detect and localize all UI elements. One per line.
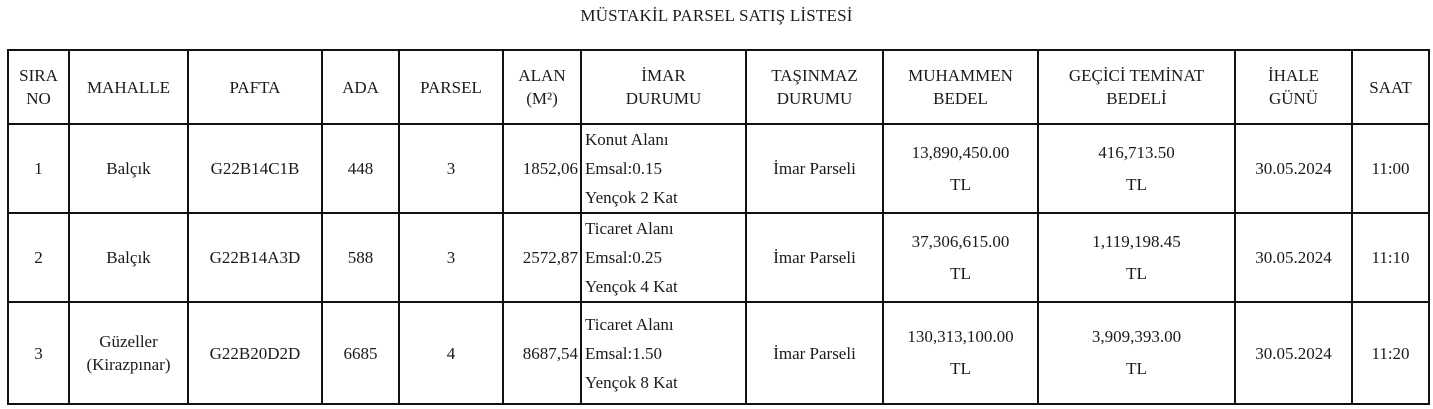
column-header-parsel: PARSEL (398, 49, 504, 125)
muhammen-line: TL (950, 263, 971, 283)
muhammen-line: TL (950, 174, 971, 194)
column-header-text: MAHALLE (86, 77, 171, 97)
column-header-text: ADA (342, 77, 379, 97)
imar-line: Emsal:1.50 (585, 343, 662, 363)
column-header-text: DURUMU (625, 89, 702, 108)
mahalle-line: (Kirazpınar) (86, 355, 171, 374)
table-row: 2 Balçık G22B14A3D 588 3 2572,87 Ticaret Alanı… (7, 212, 1430, 303)
imar-line: Yençok 2 Kat (585, 188, 678, 207)
cell-imar: Ticaret Alanı Emsal:1.50 Yençok 8 Kat (580, 301, 747, 405)
teminat-line: 1,119,198.45 (1092, 231, 1181, 251)
muhammen-line: 37,306,615.00 (911, 231, 1010, 251)
cell-muhammen: 13,890,450.00 TL (882, 123, 1039, 214)
column-header-text: TAŞINMAZ (771, 66, 858, 85)
column-header-saat: SAAT (1351, 49, 1430, 125)
column-header-text: GEÇİCİ TEMİNAT (1068, 66, 1205, 85)
imar-line: Konut Alanı (585, 130, 669, 149)
cell-saat: 11:10 (1351, 212, 1430, 303)
cell-muhammen: 37,306,615.00 TL (882, 212, 1039, 303)
cell-alan: 8687,54 (502, 301, 582, 405)
parcel-sale-table: SIRA NO MAHALLE PAFTA ADA PARSEL ALAN (M²) İMAR D… (7, 49, 1430, 405)
column-header-text: BEDEL (933, 89, 988, 108)
column-header-text: MUHAMMEN (908, 66, 1013, 85)
muhammen-line: 130,313,100.00 (907, 327, 1014, 346)
column-header-text: DURUMU (776, 89, 853, 108)
imar-line: Ticaret Alanı (585, 314, 674, 334)
table-row: 1 Balçık G22B14C1B 448 3 1852,06 Konut Alanı Em… (7, 123, 1430, 214)
teminat-line: 416,713.50 (1098, 142, 1175, 162)
column-header-alan: ALAN (M²) (502, 49, 582, 125)
cell-tasinmaz: İmar Parseli (745, 301, 884, 405)
imar-line: Emsal:0.15 (585, 159, 662, 178)
cell-sira: 2 (7, 212, 70, 303)
cell-imar: Ticaret Alanı Emsal:0.25 Yençok 4 Kat (580, 212, 747, 303)
column-header-text: PARSEL (420, 77, 482, 97)
cell-mahalle: Balçık (68, 212, 189, 303)
imar-line: Yençok 8 Kat (585, 372, 678, 392)
cell-saat: 11:20 (1351, 301, 1430, 405)
cell-ada: 588 (321, 212, 400, 303)
cell-ada: 6685 (321, 301, 400, 405)
column-header-text: İMAR (641, 66, 686, 85)
cell-teminat: 1,119,198.45 TL (1037, 212, 1236, 303)
column-header-muhammen-bedel: MUHAMMEN BEDEL (882, 49, 1039, 125)
column-header-text: SIRA (19, 66, 58, 85)
column-header-text: (M²) (526, 89, 558, 108)
teminat-line: TL (1126, 263, 1147, 283)
cell-sira: 1 (7, 123, 70, 214)
cell-alan: 2572,87 (502, 212, 582, 303)
table-row: 3 Güzeller (Kirazpınar) G22B20D2D 6685 4 8687,… (7, 301, 1430, 405)
cell-pafta: G22B14C1B (187, 123, 323, 214)
column-header-tasinmaz-durumu: TAŞINMAZ DURUMU (745, 49, 884, 125)
column-header-text: PAFTA (229, 77, 281, 97)
imar-line: Emsal:0.25 (585, 248, 662, 267)
column-header-text: BEDELİ (1106, 89, 1167, 108)
column-header-text: İHALE (1268, 66, 1319, 85)
cell-ada: 448 (321, 123, 400, 214)
mahalle-line: Balçık (106, 159, 151, 178)
column-header-text: GÜNÜ (1268, 89, 1319, 108)
mahalle-line: Güzeller (99, 332, 158, 351)
cell-teminat: 416,713.50 TL (1037, 123, 1236, 214)
imar-line: Ticaret Alanı (585, 219, 674, 238)
cell-teminat: 3,909,393.00 TL (1037, 301, 1236, 405)
cell-tasinmaz: İmar Parseli (745, 123, 884, 214)
cell-parsel: 4 (398, 301, 504, 405)
teminat-line: TL (1126, 174, 1147, 194)
cell-mahalle: Balçık (68, 123, 189, 214)
column-header-text: NO (26, 89, 51, 108)
mahalle-line: Balçık (106, 248, 151, 267)
column-header-text: SAAT (1369, 77, 1412, 97)
column-header-imar-durumu: İMAR DURUMU (580, 49, 747, 125)
cell-gun: 30.05.2024 (1234, 301, 1353, 405)
column-header-ada: ADA (321, 49, 400, 125)
column-header-ihale-gunu: İHALE GÜNÜ (1234, 49, 1353, 125)
cell-imar: Konut Alanı Emsal:0.15 Yençok 2 Kat (580, 123, 747, 214)
column-header-pafta: PAFTA (187, 49, 323, 125)
column-header-gecici-teminat-bedeli: GEÇİCİ TEMİNAT BEDELİ (1037, 49, 1236, 125)
cell-mahalle: Güzeller (Kirazpınar) (68, 301, 189, 405)
muhammen-line: TL (950, 359, 971, 378)
page-title: MÜSTAKİL PARSEL SATIŞ LİSTESİ (580, 6, 853, 25)
column-header-sira-no: SIRA NO (7, 49, 70, 125)
column-header-text: ALAN (518, 66, 566, 85)
teminat-line: 3,909,393.00 (1091, 327, 1182, 346)
muhammen-line: 13,890,450.00 (911, 142, 1010, 162)
cell-tasinmaz: İmar Parseli (745, 212, 884, 303)
cell-parsel: 3 (398, 212, 504, 303)
cell-muhammen: 130,313,100.00 TL (882, 301, 1039, 405)
table-header-row: SIRA NO MAHALLE PAFTA ADA PARSEL ALAN (M²) İMAR D… (7, 49, 1430, 125)
cell-pafta: G22B14A3D (187, 212, 323, 303)
cell-saat: 11:00 (1351, 123, 1430, 214)
cell-parsel: 3 (398, 123, 504, 214)
cell-pafta: G22B20D2D (187, 301, 323, 405)
teminat-line: TL (1126, 359, 1147, 378)
imar-line: Yençok 4 Kat (585, 277, 678, 296)
cell-sira: 3 (7, 301, 70, 405)
column-header-mahalle: MAHALLE (68, 49, 189, 125)
cell-gun: 30.05.2024 (1234, 123, 1353, 214)
cell-alan: 1852,06 (502, 123, 582, 214)
cell-gun: 30.05.2024 (1234, 212, 1353, 303)
